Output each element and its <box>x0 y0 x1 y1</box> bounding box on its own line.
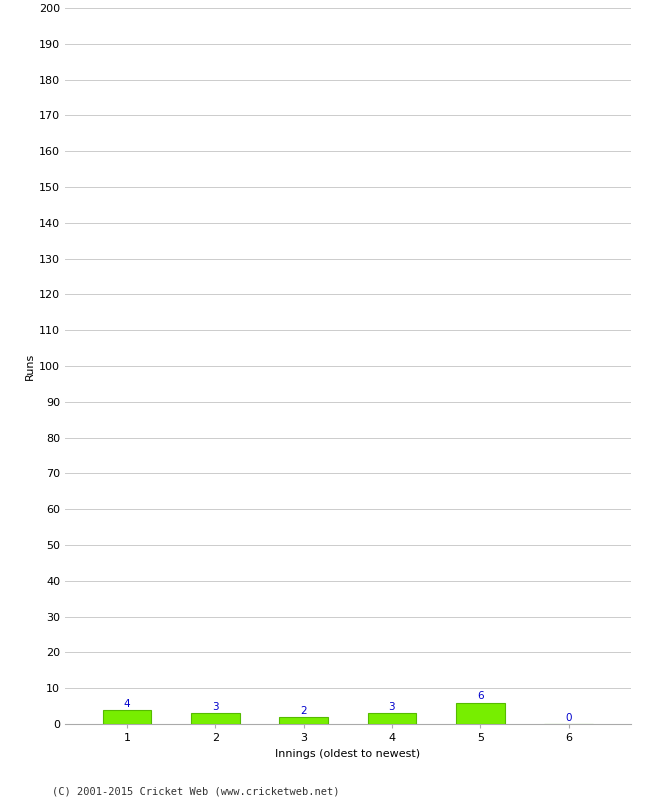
Text: (C) 2001-2015 Cricket Web (www.cricketweb.net): (C) 2001-2015 Cricket Web (www.cricketwe… <box>52 786 339 796</box>
Bar <box>191 714 239 724</box>
Text: 2: 2 <box>300 706 307 716</box>
Bar <box>280 717 328 724</box>
X-axis label: Innings (oldest to newest): Innings (oldest to newest) <box>275 749 421 758</box>
Y-axis label: Runs: Runs <box>25 352 35 380</box>
Text: 0: 0 <box>566 713 572 723</box>
Bar <box>103 710 151 724</box>
Bar <box>368 714 416 724</box>
Text: 3: 3 <box>389 702 395 712</box>
Bar <box>456 702 504 724</box>
Text: 4: 4 <box>124 698 130 709</box>
Text: 6: 6 <box>477 691 484 702</box>
Text: 3: 3 <box>212 702 218 712</box>
